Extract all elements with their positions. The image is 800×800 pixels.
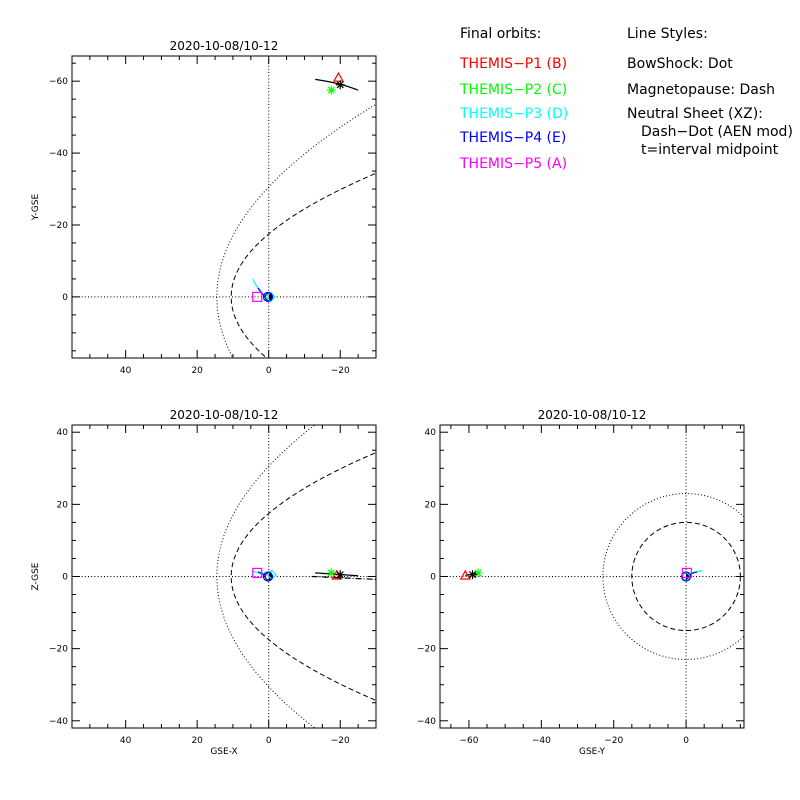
marker-p5 — [252, 291, 263, 302]
marker-p1 — [332, 71, 344, 82]
plot-title: 2020-10-08/10-12 — [170, 39, 279, 53]
marker-artemis — [335, 570, 345, 580]
x-tick-label: −60 — [459, 736, 478, 746]
y-axis-label: Z-GSE — [31, 562, 41, 590]
legend-styles-title: Line Styles: — [627, 26, 708, 42]
bowshock-curve — [216, 425, 316, 728]
y-tick-label: 40 — [425, 428, 437, 438]
legend-probe-p4: THEMIS−P4 (E) — [460, 130, 567, 146]
legend-probe-p3: THEMIS−P3 (D) — [460, 106, 569, 122]
x-tick-label: 20 — [191, 736, 203, 746]
x-axis-label: GSE-X — [210, 747, 237, 757]
y-tick-label: −40 — [49, 149, 68, 159]
y-tick-label: 0 — [62, 573, 68, 583]
y-axis-label: Y-GSE — [31, 194, 41, 222]
panel-yz-plane: 2020-10-08/10-12 GSE-Y −60 −40 −20 0 −40 −20 0 20… — [417, 408, 745, 757]
marker-p2 — [326, 568, 336, 578]
bowshock-curve — [216, 103, 376, 358]
marker-p1 — [459, 569, 471, 580]
magnetopause-curve — [230, 172, 376, 358]
legend-midpoint: t=interval midpoint — [641, 142, 779, 158]
x-tick-label: −20 — [331, 736, 350, 746]
y-tick-label: 20 — [57, 500, 69, 510]
marker-p2 — [326, 85, 336, 95]
x-tick-label: 0 — [683, 736, 689, 746]
bowshock-circle — [602, 493, 744, 660]
y-tick-label: 40 — [57, 428, 69, 438]
legend-bowshock: BowShock: Dot — [627, 56, 733, 72]
marker-p3 — [265, 291, 276, 303]
marker-p5 — [681, 567, 692, 578]
neutral-sheet-curve — [311, 575, 376, 580]
x-tick-label: 0 — [266, 736, 272, 746]
marker-p5 — [252, 567, 263, 578]
panel-xy-plane: 2020-10-08/10-12 Y-GSE 40 20 0 −20 −60 −40 −20 0 — [31, 39, 377, 376]
x-tick-label: 40 — [120, 366, 132, 376]
legend-probe-p5: THEMIS−P5 (A) — [460, 156, 568, 172]
y-tick-label: 0 — [430, 573, 436, 583]
marker-artemis — [468, 570, 478, 580]
panel-xz-plane: 2020-10-08/10-12 GSE-X Z-GSE 40 20 0 −20 −40 −20… — [31, 408, 377, 757]
legend-orbits-title: Final orbits: — [460, 26, 542, 42]
x-axis-label: GSE-Y — [579, 747, 606, 757]
x-tick-label: 0 — [266, 366, 272, 376]
y-tick-label: 20 — [425, 500, 437, 510]
y-tick-label: −40 — [49, 717, 68, 727]
y-tick-label: 0 — [62, 293, 68, 303]
magnetopause-circle — [631, 521, 741, 632]
y-tick-label: −40 — [417, 717, 436, 727]
legend-probe-p2: THEMIS−P2 (C) — [460, 82, 568, 98]
earth-symbol-night-side — [268, 293, 273, 301]
y-tick-label: −60 — [49, 77, 68, 87]
marker-p4 — [262, 571, 274, 582]
plot-title: 2020-10-08/10-12 — [170, 408, 279, 422]
legend-neutral-sheet-model: Dash−Dot (AEN mod) — [641, 124, 793, 140]
legend-neutral-sheet: Neutral Sheet (XZ): — [627, 106, 763, 122]
artemis-orbit-track — [315, 78, 359, 91]
marker-p4 — [680, 571, 692, 582]
x-tick-label: 20 — [191, 366, 203, 376]
plot-frame — [71, 55, 377, 359]
legend-probe-p1: THEMIS−P1 (B) — [460, 56, 568, 72]
y-tick-label: −20 — [49, 645, 68, 655]
y-tick-label: −20 — [49, 221, 68, 231]
legend-magnetopause: Magnetopause: Dash — [627, 82, 776, 98]
marker-artemis — [335, 80, 345, 90]
x-tick-label: 40 — [120, 736, 132, 746]
x-tick-label: −20 — [604, 736, 623, 746]
x-tick-label: −20 — [331, 366, 350, 376]
marker-p4 — [262, 291, 274, 302]
x-tick-label: −40 — [532, 736, 551, 746]
plot-title: 2020-10-08/10-12 — [538, 408, 647, 422]
y-tick-label: −20 — [417, 645, 436, 655]
